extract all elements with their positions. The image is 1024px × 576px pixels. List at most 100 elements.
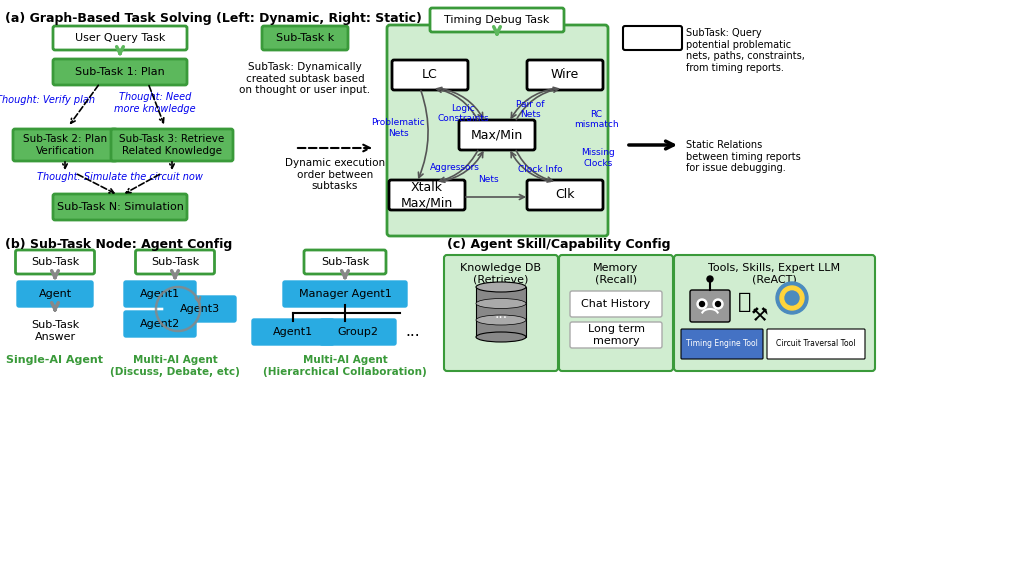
Text: Memory
(Recall): Memory (Recall) <box>593 263 639 285</box>
FancyBboxPatch shape <box>53 59 187 85</box>
Text: Pair of
Nets: Pair of Nets <box>516 100 544 119</box>
Text: Knowledge DB
(Retrieve): Knowledge DB (Retrieve) <box>461 263 542 285</box>
Text: Clock Info: Clock Info <box>518 165 562 175</box>
FancyBboxPatch shape <box>17 281 93 307</box>
FancyBboxPatch shape <box>53 26 187 50</box>
Text: Thought: Need
more knowledge: Thought: Need more knowledge <box>115 92 196 113</box>
Ellipse shape <box>476 282 526 292</box>
Text: Thought: Verify plan: Thought: Verify plan <box>0 95 94 105</box>
Text: Sub-Task
Answer: Sub-Task Answer <box>31 320 79 342</box>
Text: SubTask: Query
potential problematic
nets, paths, constraints,
from timing repor: SubTask: Query potential problematic net… <box>686 28 805 73</box>
Text: SubTask: Dynamically
created subtask based
on thought or user input.: SubTask: Dynamically created subtask bas… <box>240 62 371 95</box>
FancyBboxPatch shape <box>53 194 187 220</box>
Text: Aggressors: Aggressors <box>430 164 480 172</box>
Text: Multi-AI Agent
(Hierarchical Collaboration): Multi-AI Agent (Hierarchical Collaborati… <box>263 355 427 377</box>
Circle shape <box>776 282 808 314</box>
Text: (c) Agent Skill/Capability Config: (c) Agent Skill/Capability Config <box>447 238 671 251</box>
Text: ...: ... <box>495 308 508 321</box>
FancyBboxPatch shape <box>459 120 535 150</box>
Text: Sub-Task 1: Plan: Sub-Task 1: Plan <box>75 67 165 77</box>
Circle shape <box>713 299 723 309</box>
FancyBboxPatch shape <box>430 8 564 32</box>
FancyBboxPatch shape <box>559 255 673 371</box>
Text: Timing Engine Tool: Timing Engine Tool <box>686 339 758 348</box>
FancyBboxPatch shape <box>570 291 662 317</box>
FancyBboxPatch shape <box>444 255 558 371</box>
FancyBboxPatch shape <box>262 26 348 50</box>
Text: Sub-Task 2: Plan
Verification: Sub-Task 2: Plan Verification <box>23 134 108 156</box>
FancyBboxPatch shape <box>304 250 386 274</box>
FancyBboxPatch shape <box>164 296 236 322</box>
Text: User Query Task: User Query Task <box>75 33 165 43</box>
Text: Max/Min: Max/Min <box>471 128 523 142</box>
Text: Sub-Task: Sub-Task <box>151 257 199 267</box>
Text: Agent1: Agent1 <box>140 289 180 299</box>
Text: Timing Debug Task: Timing Debug Task <box>444 15 550 25</box>
FancyBboxPatch shape <box>623 26 682 50</box>
Text: Single-AI Agent: Single-AI Agent <box>6 355 103 365</box>
Text: (a) Graph-Based Task Solving (Left: Dynamic, Right: Static): (a) Graph-Based Task Solving (Left: Dyna… <box>5 12 422 25</box>
Ellipse shape <box>476 298 526 309</box>
Text: Tools, Skills, Expert LLM
(ReACT): Tools, Skills, Expert LLM (ReACT) <box>708 263 840 285</box>
FancyBboxPatch shape <box>527 180 603 210</box>
Text: (b) Sub-Task Node: Agent Config: (b) Sub-Task Node: Agent Config <box>5 238 232 251</box>
FancyBboxPatch shape <box>674 255 874 371</box>
Text: Clk: Clk <box>555 188 574 202</box>
Text: Agent1: Agent1 <box>273 327 313 337</box>
Text: Agent2: Agent2 <box>140 319 180 329</box>
Text: Chat History: Chat History <box>582 299 650 309</box>
Text: Wire: Wire <box>551 69 580 81</box>
Text: Sub-Task N: Simulation: Sub-Task N: Simulation <box>56 202 183 212</box>
FancyBboxPatch shape <box>690 290 730 322</box>
Text: Sub-Task 3: Retrieve
Related Knowledge: Sub-Task 3: Retrieve Related Knowledge <box>120 134 224 156</box>
Text: Logic
Constraints: Logic Constraints <box>437 104 488 123</box>
Text: Long term
memory: Long term memory <box>588 324 644 346</box>
Text: Sub-Task k: Sub-Task k <box>275 33 334 43</box>
Text: Missing
Clocks: Missing Clocks <box>582 148 614 168</box>
FancyBboxPatch shape <box>570 322 662 348</box>
FancyBboxPatch shape <box>387 25 608 236</box>
Text: Sub-Task: Sub-Task <box>321 257 369 267</box>
Text: Circuit Traversal Tool: Circuit Traversal Tool <box>776 339 856 348</box>
FancyBboxPatch shape <box>319 319 396 345</box>
Text: Problematic
Nets: Problematic Nets <box>371 118 425 138</box>
Text: LC: LC <box>422 69 438 81</box>
Text: Agent: Agent <box>39 289 72 299</box>
Circle shape <box>699 301 705 306</box>
Text: ...: ... <box>406 324 420 339</box>
FancyBboxPatch shape <box>15 250 94 274</box>
Circle shape <box>785 291 799 305</box>
FancyBboxPatch shape <box>13 129 117 161</box>
FancyBboxPatch shape <box>767 329 865 359</box>
Ellipse shape <box>476 315 526 325</box>
FancyBboxPatch shape <box>681 329 763 359</box>
FancyBboxPatch shape <box>527 60 603 90</box>
FancyBboxPatch shape <box>124 281 196 307</box>
Text: Sub-Task: Sub-Task <box>31 257 79 267</box>
Text: Nets: Nets <box>477 176 499 184</box>
FancyBboxPatch shape <box>124 311 196 337</box>
Text: Group2: Group2 <box>338 327 379 337</box>
Text: RC
mismatch: RC mismatch <box>573 110 618 130</box>
Text: Xtalk
Max/Min: Xtalk Max/Min <box>400 181 454 209</box>
FancyBboxPatch shape <box>283 281 407 307</box>
FancyBboxPatch shape <box>389 180 465 210</box>
Text: Agent3: Agent3 <box>180 304 220 314</box>
Bar <box>476 287 526 337</box>
Circle shape <box>716 301 721 306</box>
Text: 🔨: 🔨 <box>738 292 752 312</box>
Text: Thought: Simulate the circuit now: Thought: Simulate the circuit now <box>37 172 203 182</box>
FancyBboxPatch shape <box>252 319 334 345</box>
Text: Multi-AI Agent
(Discuss, Debate, etc): Multi-AI Agent (Discuss, Debate, etc) <box>110 355 240 377</box>
Text: ⚒: ⚒ <box>752 306 769 325</box>
FancyBboxPatch shape <box>111 129 233 161</box>
Text: Static Relations
between timing reports
for issue debugging.: Static Relations between timing reports … <box>686 140 801 173</box>
Text: Dynamic execution
order between
subtasks: Dynamic execution order between subtasks <box>285 158 385 191</box>
Ellipse shape <box>476 332 526 342</box>
Circle shape <box>707 276 713 282</box>
Text: Manager Agent1: Manager Agent1 <box>299 289 391 299</box>
Circle shape <box>780 286 804 310</box>
Circle shape <box>697 299 707 309</box>
FancyBboxPatch shape <box>135 250 214 274</box>
FancyBboxPatch shape <box>392 60 468 90</box>
